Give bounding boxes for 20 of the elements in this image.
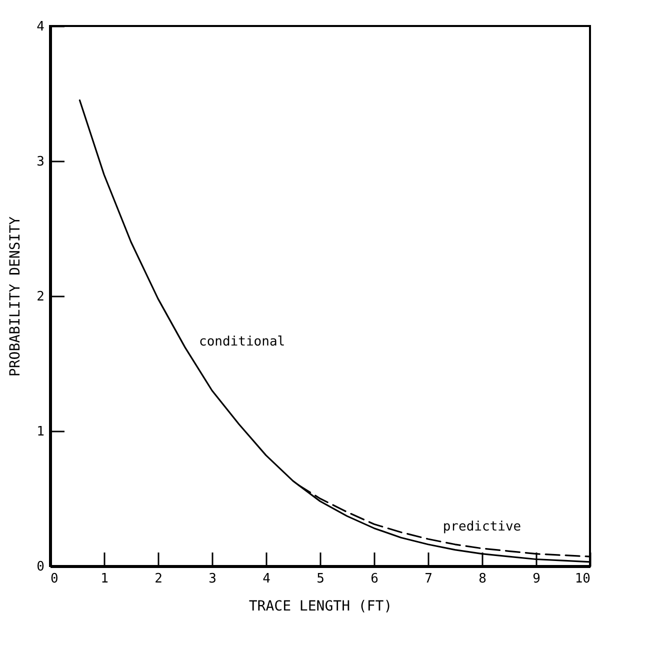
x-tick-label: 7 <box>424 572 432 586</box>
x-tick-label: 0 <box>50 572 58 586</box>
y-tick-label: 1 <box>36 424 44 440</box>
y-tick-label: 0 <box>36 560 44 574</box>
x-tick-label: 5 <box>316 572 324 586</box>
x-tick-label: 6 <box>370 572 378 586</box>
x-axis-title: TRACE LENGTH (FT) <box>248 598 392 614</box>
x-tick-label: 10 <box>574 572 590 586</box>
y-axis-title: PROBABILITY DENSITY <box>8 216 24 377</box>
y-tick-label: 4 <box>36 20 45 34</box>
x-tick-label: 9 <box>532 572 540 586</box>
x-tick-label: 2 <box>154 572 162 586</box>
y-tick-label: 3 <box>36 154 44 170</box>
series-label: predictive <box>442 519 522 534</box>
y-tick-label: 2 <box>36 290 44 304</box>
x-tick-label: 8 <box>478 572 486 586</box>
x-tick-label: 4 <box>262 572 271 586</box>
x-tick-label: 1 <box>100 572 108 586</box>
series-label: conditional <box>199 334 286 350</box>
x-tick-label: 3 <box>208 572 216 586</box>
